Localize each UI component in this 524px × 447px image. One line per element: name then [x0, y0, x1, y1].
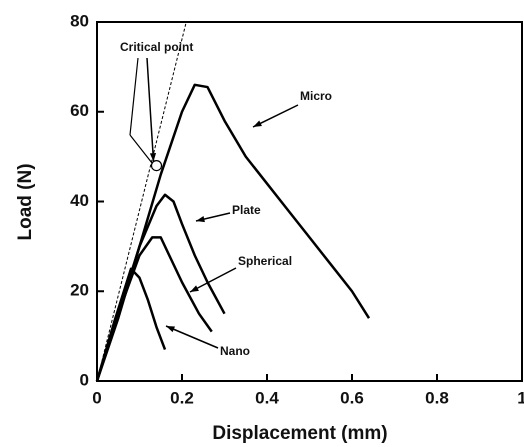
annotation: Critical point	[120, 40, 193, 54]
line	[95, 267, 167, 382]
x-axis-label: Displacement (mm)	[212, 423, 387, 444]
y-axis-label: Load (N)	[15, 163, 36, 240]
arrow-line	[146, 57, 155, 162]
y-tick-label: 80	[70, 11, 89, 30]
x-tick-label: 0	[92, 388, 101, 407]
y-tick-label: 60	[70, 101, 89, 120]
arrow-line	[189, 267, 237, 293]
line	[95, 193, 226, 382]
line	[95, 236, 213, 382]
arrow-line	[129, 134, 153, 164]
y-tick-label: 40	[70, 191, 89, 210]
x-tick-label: 0.2	[170, 388, 194, 407]
annotation: Plate	[232, 203, 261, 217]
arrow-head	[149, 152, 157, 162]
annotation: Micro	[300, 89, 332, 103]
x-tick-label: 0.4	[255, 388, 279, 407]
tangent-line	[96, 21, 187, 382]
y-tick-label: 0	[80, 370, 89, 389]
y-tick-label: 20	[70, 281, 89, 300]
arrow-head	[190, 285, 199, 292]
x-tick-label: 1	[517, 388, 524, 407]
x-tick-label: 0.8	[425, 388, 449, 407]
annotation: Spherical	[238, 254, 292, 268]
arrow-head	[166, 326, 175, 333]
arrow-line	[165, 325, 219, 349]
arrow-line	[129, 57, 139, 136]
arrow-head	[196, 216, 205, 223]
critical-point	[150, 160, 163, 172]
arrow-head	[253, 120, 262, 127]
line	[95, 83, 371, 382]
x-tick-label: 0.6	[340, 388, 364, 407]
annotation: Nano	[220, 344, 250, 358]
